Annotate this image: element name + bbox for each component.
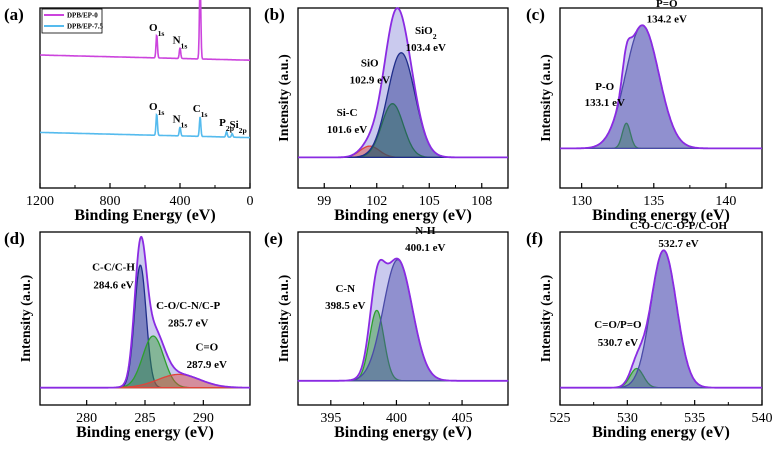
x-tick-label: 135 <box>643 194 664 209</box>
legend-entry: DPB/EP-7.5 <box>67 23 103 31</box>
x-tick-label: 530 <box>617 411 638 426</box>
peak-annotation: C-O/C-N/C-P <box>156 300 220 312</box>
x-tick-label: 280 <box>76 411 97 426</box>
y-axis-label: Intensity (a.u.) <box>277 274 292 362</box>
peak-annotation: SiO2 <box>415 25 437 41</box>
panel-label: (a) <box>4 5 24 24</box>
x-axis-label: Binding energy (eV) <box>334 207 472 224</box>
envelope-area <box>298 8 508 158</box>
component-n-h <box>297 259 509 382</box>
peak-label: N1s <box>173 114 188 130</box>
envelope-line <box>298 257 508 382</box>
panel-f: (f) 525 530 535 540 Binding energy (eV) Intens… <box>526 220 772 441</box>
y-axis-label: Intensity (a.u.) <box>277 54 292 142</box>
panel-label: (f) <box>526 229 543 248</box>
peak-annotation: 284.6 eV <box>93 279 133 291</box>
x-tick-label: 290 <box>193 411 214 426</box>
x-tick-label: 130 <box>571 194 592 209</box>
peak-annotation: P-O <box>595 81 614 93</box>
peak-annotation: C-N <box>335 283 355 295</box>
peak-annotation: 530.7 eV <box>598 337 638 349</box>
x-axis-label: Binding energy (eV) <box>76 424 214 441</box>
envelope-line <box>40 235 250 389</box>
peak-annotation: P=O <box>656 0 678 10</box>
series-line <box>40 0 250 61</box>
x-tick-label: 800 <box>100 194 121 209</box>
x-tick-label: 405 <box>452 411 473 426</box>
x-tick-label: 140 <box>715 194 736 209</box>
peak-annotation: SiO <box>361 58 379 70</box>
peak-annotation: 398.5 eV <box>325 300 365 312</box>
envelope-area <box>40 236 250 388</box>
y-axis-label: Intensity (a.u.) <box>539 54 554 142</box>
x-axis-label: Binding Energy (eV) <box>74 207 215 224</box>
plot-frame <box>39 7 251 189</box>
x-tick-label: 540 <box>752 411 772 426</box>
peak-annotation: C-C/C-H <box>92 262 135 274</box>
x-tick-label: 285 <box>135 411 156 426</box>
peak-label: O1s <box>149 22 164 38</box>
peak-annotation: 102.9 eV <box>350 75 390 87</box>
x-tick-label: 99 <box>317 194 331 209</box>
peak-annotation: Si-C <box>337 107 358 119</box>
panel-label: (c) <box>526 5 545 24</box>
x-axis-label: Binding energy (eV) <box>334 424 472 441</box>
peak-annotation: 285.7 eV <box>168 318 208 330</box>
legend-entry: DPB/EP-0 <box>67 12 98 20</box>
y-axis-label: Intensity (a.u.) <box>539 274 554 362</box>
envelope-area <box>560 250 762 388</box>
envelope-line <box>560 24 762 150</box>
peak-annotation: C=O <box>195 341 218 353</box>
x-tick-label: 108 <box>471 194 492 209</box>
envelope-area <box>298 258 508 381</box>
x-axis-label: Binding energy (eV) <box>592 424 730 441</box>
peak-label: O1s <box>149 101 164 117</box>
peak-annotation: C-O-C/C-O-P/C-OH <box>630 220 728 232</box>
x-tick-label: 102 <box>366 194 387 209</box>
peak-annotation: 103.4 eV <box>406 42 446 54</box>
peak-annotation: N-H <box>415 225 436 237</box>
y-axis-label: Intensity (a.u.) <box>19 274 34 362</box>
x-tick-label: 535 <box>684 411 705 426</box>
peak-annotation: 400.1 eV <box>405 242 445 254</box>
x-tick-label: 395 <box>320 411 341 426</box>
panel-a: (a) 1200 800 400 0 Binding Energy (eV) O1s N1s C… <box>4 0 254 224</box>
x-axis-label: Binding energy (eV) <box>592 207 730 224</box>
peak-annotation: 532.7 eV <box>658 238 698 250</box>
peak-annotation: 133.1 eV <box>585 97 625 109</box>
x-tick-label: 525 <box>550 411 571 426</box>
x-tick-label: 1200 <box>26 194 54 209</box>
peak-annotation: C=O/P=O <box>594 319 642 331</box>
series-line <box>40 112 250 139</box>
x-tick-label: 105 <box>419 194 440 209</box>
peak-label: N1s <box>173 34 188 50</box>
plot-frame <box>559 7 763 189</box>
x-tick-label: 0 <box>247 194 254 209</box>
x-tick-label: 400 <box>386 411 407 426</box>
component-c-o-c-c-o-p-c-oh <box>560 249 762 389</box>
panel-label: (d) <box>4 229 25 248</box>
panel-label: (b) <box>264 5 285 24</box>
envelope-line <box>298 7 508 159</box>
panel-label: (e) <box>264 229 283 248</box>
peak-annotation: 134.2 eV <box>647 14 687 26</box>
legend-box <box>41 8 103 34</box>
peak-annotation: 287.9 eV <box>187 359 227 371</box>
peak-annotation: 101.6 eV <box>327 124 367 136</box>
component-sio2 <box>298 52 508 159</box>
envelope-line <box>560 249 762 389</box>
peak-label: C1s <box>193 103 208 119</box>
plot-frame <box>297 231 509 406</box>
x-tick-label: 400 <box>170 194 191 209</box>
